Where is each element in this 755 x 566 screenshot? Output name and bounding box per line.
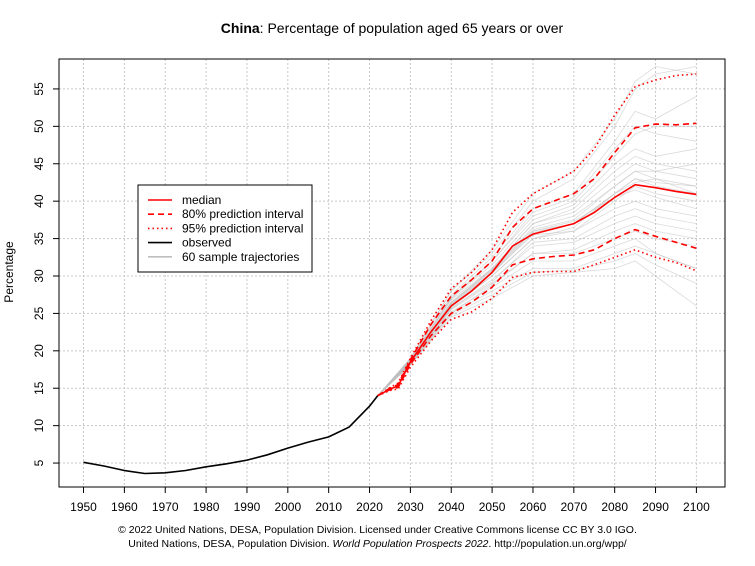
sample-trajectory <box>377 170 697 396</box>
sample-trajectory <box>377 223 697 396</box>
x-tick-label: 2050 <box>479 500 506 514</box>
y-tick-label: 15 <box>32 381 46 395</box>
pi80-lower-line <box>377 228 697 397</box>
y-tick-label: 20 <box>32 344 46 358</box>
y-axis-label: Percentage <box>2 241 16 303</box>
sample-trajectory <box>377 125 697 396</box>
y-tick-label: 55 <box>32 82 46 96</box>
citation-suffix: . http://population.un.org/wpp/ <box>488 538 627 550</box>
x-tick-label: 2020 <box>356 500 383 514</box>
legend-label: median <box>182 193 221 207</box>
x-tick-label: 2000 <box>274 500 301 514</box>
x-tick-label: 1990 <box>234 500 261 514</box>
y-tick-label: 40 <box>32 194 46 208</box>
citation-title: World Population Prospects 2022 <box>332 538 489 550</box>
legend-label: 60 sample trajectories <box>182 250 299 264</box>
y-tick-label: 45 <box>32 157 46 171</box>
y-tick-label: 5 <box>32 459 46 466</box>
x-tick-label: 1950 <box>70 500 97 514</box>
median-line <box>377 183 697 397</box>
sample-trajectory <box>377 163 697 396</box>
x-tick-label: 2080 <box>601 500 628 514</box>
chart-title: China: Percentage of population aged 65 … <box>221 20 564 36</box>
legend-label: 95% prediction interval <box>182 221 303 235</box>
x-tick-label: 2100 <box>683 500 710 514</box>
x-tick-label: 1980 <box>193 500 220 514</box>
sample-trajectory <box>377 148 697 396</box>
x-tick-label: 2010 <box>315 500 342 514</box>
legend-label: 80% prediction interval <box>182 207 303 221</box>
pi95-lower-line <box>377 248 697 397</box>
sample-trajectory <box>377 260 697 396</box>
sample-trajectory <box>377 185 697 396</box>
x-tick-label: 2040 <box>438 500 465 514</box>
footer-copyright: © 2022 United Nations, DESA, Population … <box>118 524 637 536</box>
y-tick-label: 30 <box>32 269 46 283</box>
sample-trajectory <box>377 208 697 396</box>
pi80-upper-line <box>377 122 697 397</box>
plot-frame <box>58 58 726 488</box>
x-tick-label: 1960 <box>111 500 138 514</box>
observed-line <box>83 395 379 475</box>
sample-trajectory <box>377 215 697 396</box>
y-tick-label: 25 <box>32 306 46 320</box>
sample-trajectory <box>377 253 697 396</box>
x-tick-label: 2060 <box>520 500 547 514</box>
pi95-upper-line <box>377 73 697 397</box>
y-tick-label: 50 <box>32 119 46 133</box>
sample-trajectory <box>377 238 697 396</box>
y-tick-label: 10 <box>32 419 46 433</box>
sample-trajectory <box>377 170 697 396</box>
x-tick-label: 2030 <box>397 500 424 514</box>
x-tick-label: 2090 <box>642 500 669 514</box>
citation-prefix: United Nations, DESA, Population Divisio… <box>128 538 333 550</box>
x-tick-label: 1970 <box>152 500 179 514</box>
footer-citation: United Nations, DESA, Population Divisio… <box>0 538 755 550</box>
sample-trajectory <box>377 245 697 396</box>
legend-label: observed <box>182 236 231 250</box>
x-tick-label: 2070 <box>560 500 587 514</box>
y-tick-label: 35 <box>32 232 46 246</box>
sample-trajectory <box>377 96 697 396</box>
